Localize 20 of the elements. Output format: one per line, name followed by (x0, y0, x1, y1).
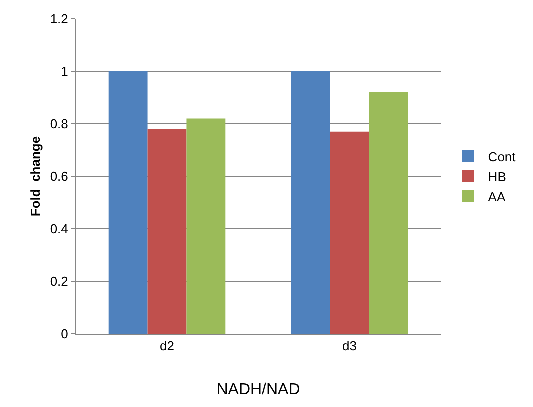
bar (186, 118, 226, 334)
x-tick-label: d3 (342, 338, 357, 354)
y-tick-label: 0.8 (50, 116, 68, 132)
x-axis-title: NADH/NAD (216, 381, 300, 398)
y-tick-label: 0.4 (50, 222, 68, 237)
x-tick-label: d2 (160, 338, 174, 354)
legend-label: Cont (488, 150, 516, 165)
bar (108, 72, 148, 334)
y-tick-label: 0.2 (50, 274, 68, 290)
legend-label: HB (488, 169, 506, 184)
bar (330, 132, 370, 334)
bar (369, 92, 408, 334)
bar (291, 72, 330, 334)
bar (148, 129, 187, 334)
y-tick-label: 0 (61, 326, 68, 342)
y-tick-label: 1 (61, 64, 68, 80)
y-tick-label: 1.2 (50, 12, 68, 27)
y-tick-label: 0.6 (50, 169, 68, 184)
y-axis-title: Fold change (28, 136, 43, 217)
legend-label: AA (488, 189, 506, 204)
